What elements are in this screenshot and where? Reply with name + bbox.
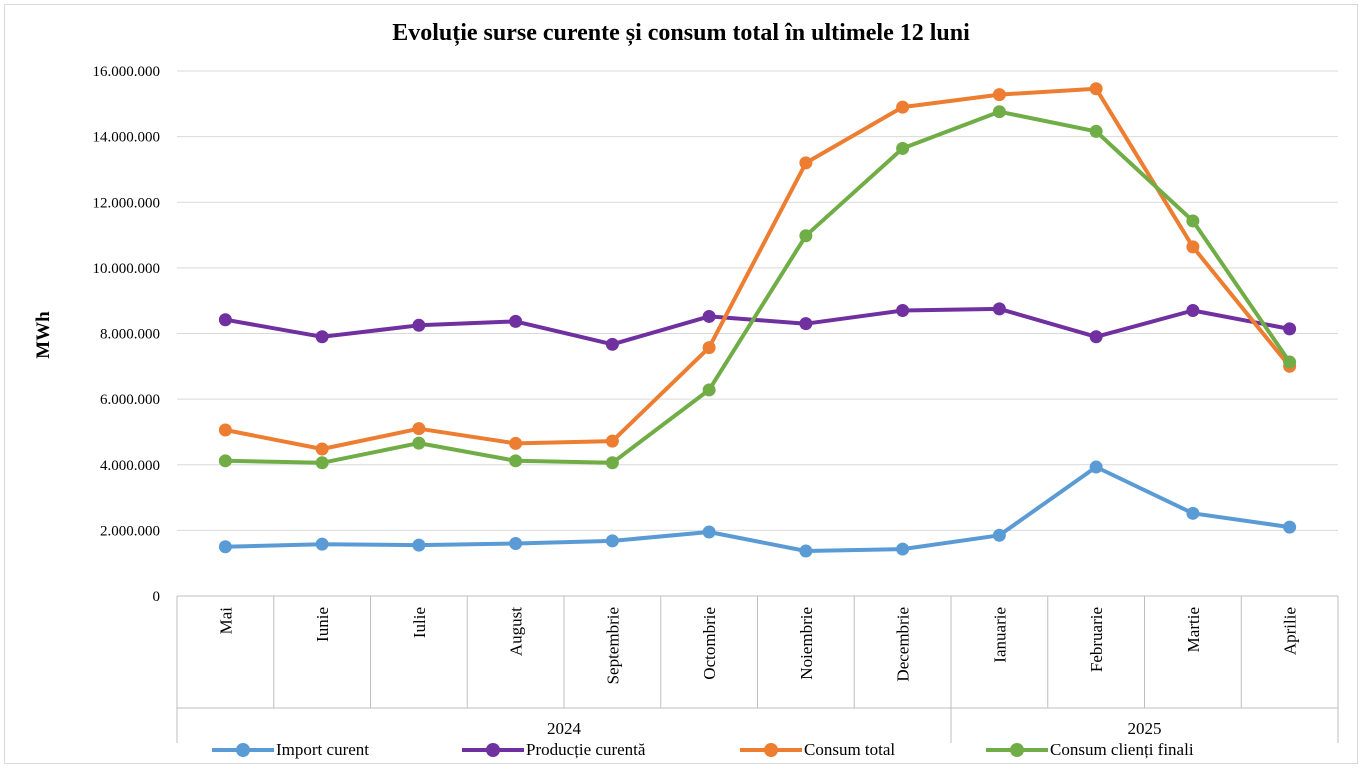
data-point xyxy=(896,304,910,318)
x-group-label: 2024 xyxy=(547,719,582,738)
data-point xyxy=(509,436,523,450)
data-point xyxy=(412,422,426,436)
data-point xyxy=(218,423,232,437)
x-tick-label: Februarie xyxy=(1087,607,1106,672)
data-point xyxy=(896,100,910,114)
data-point xyxy=(1186,214,1200,228)
y-tick-label: 4.000.000 xyxy=(100,458,160,474)
legend-label-productie-curenta: Producție curentă xyxy=(526,740,646,759)
series-line xyxy=(223,109,1292,465)
legend-swatch-consum-total xyxy=(740,740,802,760)
x-tick-label: Iunie xyxy=(313,607,332,642)
x-tick-label: Noiembrie xyxy=(797,607,816,680)
data-point xyxy=(1186,506,1200,520)
x-tick-label: Decembrie xyxy=(894,607,913,682)
data-point xyxy=(1089,82,1103,96)
x-tick-label: Iulie xyxy=(410,607,429,638)
legend-item-import-curent: Import curent xyxy=(212,738,369,762)
legend-label-consum-total: Consum total xyxy=(804,740,896,759)
data-point xyxy=(1283,520,1297,534)
data-point xyxy=(992,302,1006,316)
data-point xyxy=(992,528,1006,542)
legend-item-consum-total: Consum total xyxy=(740,738,895,762)
data-point xyxy=(702,309,716,323)
y-tick-label: 6.000.000 xyxy=(100,392,160,408)
data-point xyxy=(799,317,813,331)
data-point xyxy=(896,542,910,556)
x-tick-label: Aprilie xyxy=(1281,607,1300,655)
data-point xyxy=(509,537,523,550)
series-line xyxy=(223,306,1292,347)
data-point xyxy=(1186,240,1200,254)
data-point xyxy=(992,88,1006,102)
data-point xyxy=(315,456,329,470)
x-tick-label: Martie xyxy=(1184,607,1203,652)
x-group-label: 2025 xyxy=(1128,719,1162,738)
data-point xyxy=(799,229,813,243)
data-point xyxy=(218,454,232,468)
data-point xyxy=(315,537,329,551)
x-tick-label: August xyxy=(507,607,526,656)
data-point xyxy=(1283,355,1297,369)
chart-frame xyxy=(4,4,1358,764)
legend: Import curent Producție curentă Consum t… xyxy=(0,738,1362,762)
legend-label-consum-clienti-finali: Consum clienți finali xyxy=(1050,740,1194,759)
legend-swatch-productie-curenta xyxy=(462,740,524,760)
data-point xyxy=(605,337,619,351)
x-tick-label: Septembrie xyxy=(603,607,622,684)
y-tick-label: 16.000.000 xyxy=(93,64,161,80)
data-point xyxy=(412,318,426,332)
data-point xyxy=(509,454,523,468)
data-point xyxy=(1089,124,1103,138)
chart-title: Evoluție surse curente și consum total î… xyxy=(392,20,970,46)
legend-swatch-import-curent xyxy=(212,740,274,760)
data-point xyxy=(1283,322,1297,336)
data-point xyxy=(992,105,1006,119)
y-tick-label: 8.000.000 xyxy=(100,327,160,343)
data-point xyxy=(605,456,619,470)
data-point xyxy=(605,434,619,448)
y-tick-label: 0 xyxy=(153,589,161,605)
data-point xyxy=(896,141,910,155)
data-point xyxy=(702,383,716,397)
data-point xyxy=(799,156,813,170)
x-tick-label: Mai xyxy=(216,607,235,635)
data-point xyxy=(412,538,426,552)
data-point xyxy=(702,525,716,539)
data-point xyxy=(509,314,523,328)
data-point xyxy=(315,330,329,344)
data-point xyxy=(1089,330,1103,344)
data-point xyxy=(218,313,232,327)
y-tick-label: 12.000.000 xyxy=(93,195,161,211)
y-tick-label: 14.000.000 xyxy=(93,130,161,146)
legend-swatch-consum-clienti-finali xyxy=(986,740,1048,760)
data-point xyxy=(605,534,619,548)
data-point xyxy=(1186,304,1200,318)
data-point xyxy=(1089,460,1103,474)
legend-label-import-curent: Import curent xyxy=(276,740,369,759)
data-point xyxy=(218,540,232,554)
data-point xyxy=(412,436,426,450)
y-tick-label: 10.000.000 xyxy=(93,261,161,277)
y-tick-label: 2.000.000 xyxy=(100,523,160,539)
series-line xyxy=(223,465,1292,553)
legend-item-productie-curenta: Producție curentă xyxy=(462,738,645,762)
data-point xyxy=(315,442,329,456)
legend-item-consum-clienti-finali: Consum clienți finali xyxy=(986,738,1194,762)
x-tick-label: Octombrie xyxy=(700,607,719,680)
data-point xyxy=(799,544,813,558)
series-line xyxy=(223,86,1292,451)
data-point xyxy=(702,341,716,355)
x-tick-label: Ianuarie xyxy=(990,607,1009,663)
